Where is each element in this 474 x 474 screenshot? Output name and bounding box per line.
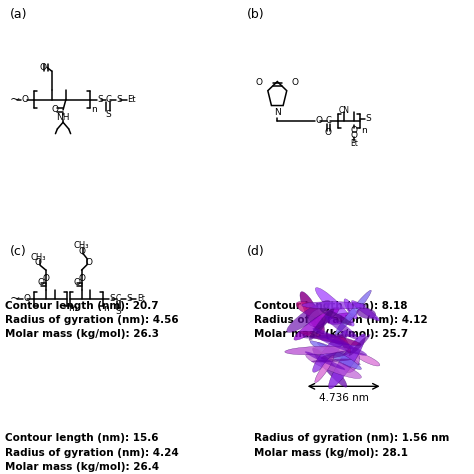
Text: Radius of gyration (nm): 4.56: Radius of gyration (nm): 4.56 (5, 315, 178, 325)
Text: C: C (116, 294, 121, 303)
Text: C: C (326, 117, 331, 125)
Text: O: O (43, 274, 49, 283)
Ellipse shape (340, 335, 351, 353)
Text: O: O (316, 117, 323, 125)
Text: (a): (a) (9, 8, 27, 21)
Ellipse shape (300, 331, 361, 346)
Text: O: O (350, 131, 357, 139)
Ellipse shape (315, 288, 354, 326)
Text: Contour length (nm): 20.7: Contour length (nm): 20.7 (5, 301, 158, 311)
Ellipse shape (309, 308, 334, 341)
Text: O: O (78, 274, 85, 283)
Ellipse shape (325, 316, 358, 339)
Ellipse shape (287, 301, 330, 332)
Text: O: O (325, 128, 332, 137)
Text: (c): (c) (9, 245, 26, 258)
Text: NH: NH (56, 113, 70, 122)
Text: O: O (23, 294, 30, 303)
Text: O: O (35, 258, 42, 267)
Text: O: O (73, 278, 80, 286)
Text: Et: Et (128, 95, 136, 104)
Text: Radius of gyration (nm): 4.12: Radius of gyration (nm): 4.12 (254, 315, 427, 325)
Ellipse shape (285, 346, 348, 355)
Ellipse shape (357, 308, 376, 319)
Text: O: O (40, 63, 46, 72)
Text: Radius of gyration (nm): 1.56 nm: Radius of gyration (nm): 1.56 nm (254, 433, 449, 444)
Text: n: n (103, 304, 109, 312)
Text: C: C (105, 95, 111, 104)
Ellipse shape (310, 341, 361, 370)
Ellipse shape (312, 330, 348, 372)
Text: O: O (38, 278, 45, 286)
Text: O: O (78, 247, 85, 255)
Ellipse shape (344, 299, 357, 319)
Text: S: S (365, 114, 371, 123)
Ellipse shape (296, 301, 325, 318)
Ellipse shape (305, 351, 345, 370)
Text: O: O (85, 258, 92, 266)
Text: O: O (22, 95, 29, 104)
Text: CH₃: CH₃ (74, 241, 89, 250)
Text: Contour length (nm): 15.6: Contour length (nm): 15.6 (5, 433, 158, 444)
Text: Et: Et (350, 139, 358, 148)
Ellipse shape (349, 334, 370, 356)
Text: m: m (68, 304, 76, 312)
Text: (b): (b) (246, 8, 264, 21)
Text: S: S (116, 95, 122, 104)
Text: Contour length (nm): 8.18: Contour length (nm): 8.18 (254, 301, 407, 311)
Text: O: O (52, 106, 59, 114)
Ellipse shape (308, 309, 328, 327)
Ellipse shape (312, 328, 354, 349)
Ellipse shape (306, 354, 362, 379)
Text: O: O (292, 79, 299, 87)
Ellipse shape (335, 290, 371, 335)
Ellipse shape (318, 343, 360, 365)
Ellipse shape (321, 351, 352, 359)
Text: n: n (91, 106, 97, 114)
Ellipse shape (294, 307, 339, 340)
Text: Molar mass (kg/mol): 28.1: Molar mass (kg/mol): 28.1 (254, 447, 408, 458)
Ellipse shape (315, 356, 334, 383)
Ellipse shape (302, 334, 357, 338)
Text: ~: ~ (9, 93, 20, 106)
Text: CH₃: CH₃ (31, 253, 46, 262)
Ellipse shape (355, 353, 380, 366)
Text: (d): (d) (246, 245, 264, 258)
Ellipse shape (318, 336, 367, 356)
Text: Et: Et (137, 294, 145, 303)
Text: CN: CN (339, 106, 350, 115)
Text: O: O (350, 126, 357, 135)
Text: S: S (109, 294, 115, 303)
Text: N: N (274, 109, 281, 117)
Text: O: O (256, 79, 263, 87)
Text: Molar mass (kg/mol): 26.4: Molar mass (kg/mol): 26.4 (5, 462, 159, 472)
Text: Molar mass (kg/mol): 25.7: Molar mass (kg/mol): 25.7 (254, 329, 408, 339)
Ellipse shape (300, 292, 325, 334)
Ellipse shape (311, 359, 352, 362)
Ellipse shape (328, 334, 365, 389)
Text: Radius of gyration (nm): 4.24: Radius of gyration (nm): 4.24 (5, 447, 179, 458)
Text: n: n (361, 126, 367, 135)
Ellipse shape (352, 301, 380, 321)
Text: 4.736 nm: 4.736 nm (319, 393, 369, 403)
Ellipse shape (343, 352, 360, 373)
Text: ~: ~ (9, 292, 20, 305)
Text: Molar mass (kg/mol): 26.3: Molar mass (kg/mol): 26.3 (5, 329, 159, 339)
Text: S: S (126, 294, 132, 303)
Text: S: S (116, 308, 121, 316)
Text: S: S (98, 95, 103, 104)
Text: S: S (105, 110, 111, 119)
Ellipse shape (319, 308, 352, 325)
Ellipse shape (312, 348, 347, 387)
Ellipse shape (301, 301, 366, 309)
Ellipse shape (327, 313, 355, 324)
